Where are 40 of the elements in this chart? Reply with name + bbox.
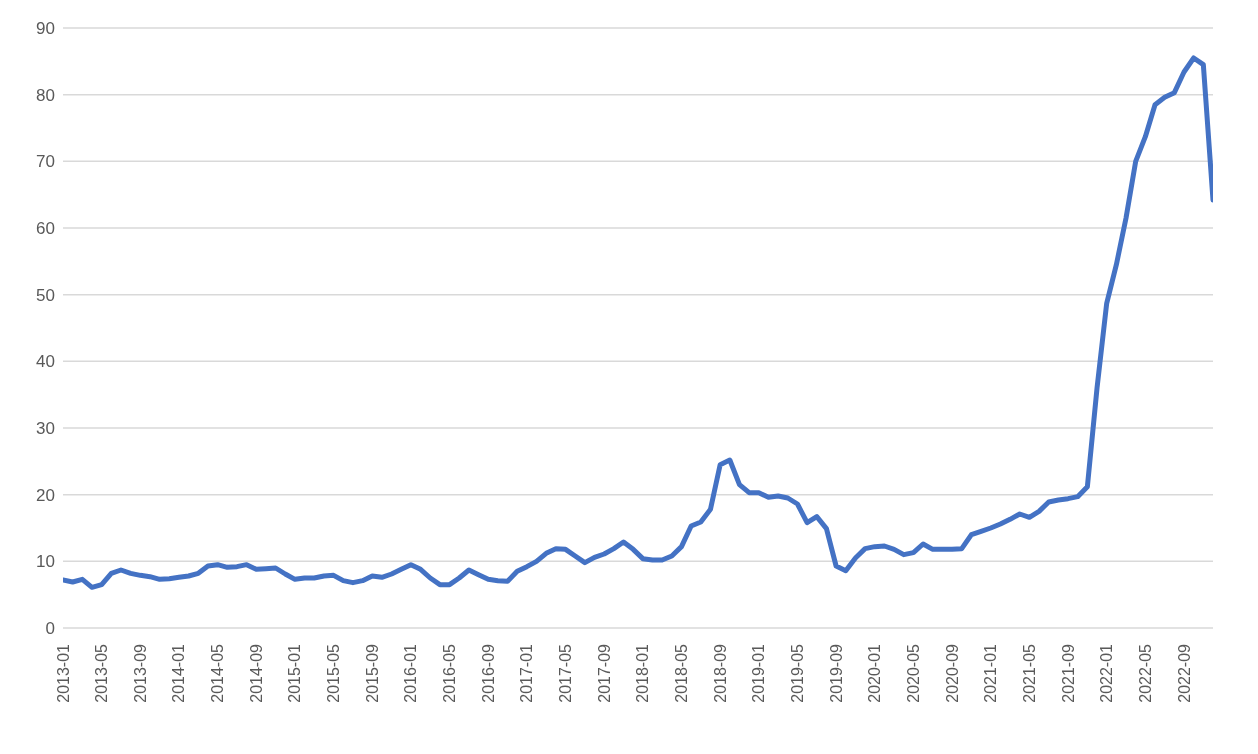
x-tick-label: 2022-05 (1136, 643, 1154, 703)
x-tick-label: 2014-05 (209, 643, 227, 703)
x-tick-label: 2016-05 (441, 643, 459, 703)
x-tick-label: 2020-05 (904, 643, 922, 703)
x-tick-label: 2017-05 (557, 643, 575, 703)
x-tick-label: 2018-01 (634, 643, 652, 703)
y-tick-label: 50 (36, 285, 55, 305)
x-tick-label: 2018-09 (711, 643, 729, 703)
y-tick-label: 20 (36, 485, 55, 505)
x-tick-label: 2020-09 (943, 643, 961, 703)
y-tick-label: 0 (45, 619, 55, 639)
x-tick-label: 2014-01 (170, 643, 188, 703)
x-tick-label: 2019-09 (827, 643, 845, 703)
x-tick-label: 2021-05 (1020, 643, 1038, 703)
y-tick-label: 60 (36, 219, 55, 239)
x-tick-label: 2016-09 (479, 643, 497, 703)
x-tick-label: 2021-09 (1059, 643, 1077, 703)
x-tick-label: 2015-01 (286, 643, 304, 703)
y-tick-label: 10 (36, 552, 55, 572)
x-tick-label: 2021-01 (982, 643, 1000, 703)
x-tick-label: 2019-05 (788, 643, 806, 703)
x-tick-label: 2013-01 (54, 643, 72, 703)
x-tick-label: 2015-05 (325, 643, 343, 703)
y-tick-label: 30 (36, 419, 55, 439)
x-tick-label: 2018-05 (672, 643, 690, 703)
x-tick-label: 2017-09 (595, 643, 613, 703)
x-tick-label: 2013-09 (131, 643, 149, 703)
x-tick-label: 2022-09 (1175, 643, 1193, 703)
x-tick-label: 2020-01 (866, 643, 884, 703)
x-tick-label: 2022-01 (1098, 643, 1116, 703)
y-tick-label: 80 (36, 85, 55, 105)
x-tick-label: 2015-09 (363, 643, 381, 703)
x-tick-label: 2014-09 (247, 643, 265, 703)
x-tick-label: 2017-01 (518, 643, 536, 703)
x-tick-label: 2019-01 (750, 643, 768, 703)
y-tick-label: 90 (36, 19, 55, 39)
y-tick-label: 40 (36, 352, 55, 372)
x-tick-label: 2013-05 (93, 643, 111, 703)
x-tick-label: 2016-01 (402, 643, 420, 703)
y-tick-label: 70 (36, 152, 55, 172)
